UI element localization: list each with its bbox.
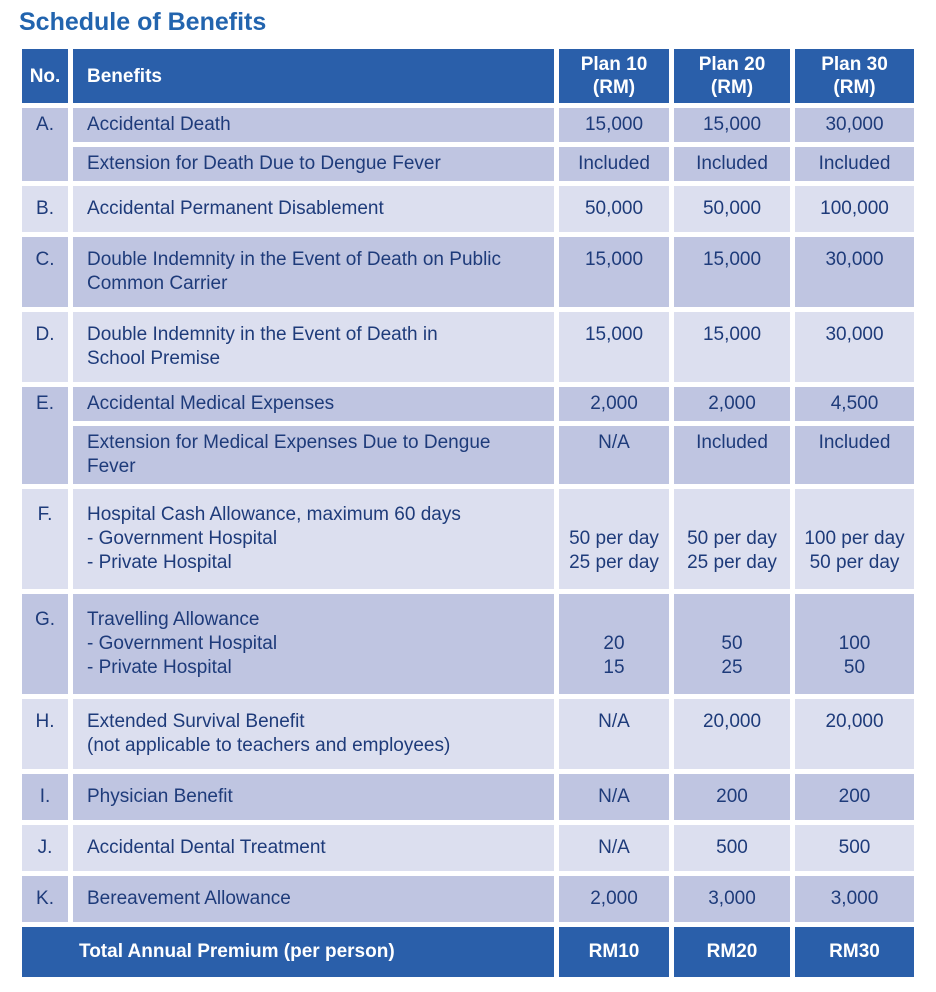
value-cell-k-plan10: 2,000 <box>559 876 669 922</box>
no-cell-d: D. <box>22 312 68 382</box>
benefit-row-k: K. Bereavement Allowance 2,000 3,000 3,000 <box>22 876 914 922</box>
benefit-row-b: B. Accidental Permanent Disablement 50,000… <box>22 186 914 232</box>
total-row: Total Annual Premium (per person) RM10 R… <box>22 927 914 977</box>
value-cell-a-plan10: Included <box>559 147 669 181</box>
value-cell-e-plan20: 2,000 <box>674 387 790 421</box>
value-cell-g-plan20: 50 25 <box>674 594 790 694</box>
total-plan-10: RM10 <box>559 927 669 977</box>
value-cell-i-plan30: 200 <box>795 774 914 820</box>
value-cell-d-plan10: 15,000 <box>559 312 669 382</box>
benefit-row-g: G. Travelling Allowance - Government Hosp… <box>22 594 914 694</box>
benefit-cell-e-1: Accidental Medical Expenses <box>73 387 554 421</box>
total-label: Total Annual Premium (per person) <box>22 927 554 977</box>
page-title: Schedule of Benefits <box>19 8 267 36</box>
total-plan-20: RM20 <box>674 927 790 977</box>
header-no: No. <box>22 49 68 103</box>
benefit-row-f: F. Hospital Cash Allowance, maximum 60 da… <box>22 489 914 589</box>
benefit-cell-h: Extended Survival Benefit (not applicabl… <box>73 699 554 769</box>
no-cell-a: A. <box>22 108 68 181</box>
benefit-row-d: D. Double Indemnity in the Event of Death… <box>22 312 914 382</box>
value-cell-k-plan20: 3,000 <box>674 876 790 922</box>
benefit-row-a-1: A. Accidental Death 15,000 15,000 30,000 <box>22 108 914 181</box>
benefit-cell-g: Travelling Allowance - Government Hospit… <box>73 594 554 694</box>
benefit-cell-b: Accidental Permanent Disablement <box>73 186 554 232</box>
value-cell-a-plan20: Included <box>674 147 790 181</box>
benefit-row-h: H. Extended Survival Benefit (not applica… <box>22 699 914 769</box>
value-cell-a-plan20: 15,000 <box>674 108 790 142</box>
value-cell-b-plan20: 50,000 <box>674 186 790 232</box>
benefit-row-j: J. Accidental Dental Treatment N/A 500 500 <box>22 825 914 871</box>
no-cell-j: J. <box>22 825 68 871</box>
value-cell-j-plan10: N/A <box>559 825 669 871</box>
benefit-cell-d: Double Indemnity in the Event of Death i… <box>73 312 554 382</box>
table-body: A. Accidental Death 15,000 15,000 30,000 Exte… <box>22 108 914 922</box>
benefit-cell-a-1: Accidental Death <box>73 108 554 142</box>
value-cell-a-plan30: 30,000 <box>795 108 914 142</box>
value-cell-e-plan30: 4,500 <box>795 387 914 421</box>
value-cell-g-plan30: 100 50 <box>795 594 914 694</box>
value-cell-j-plan20: 500 <box>674 825 790 871</box>
header-plan-30: Plan 30 (RM) <box>795 49 914 103</box>
table-header: No. Benefits Plan 10 (RM) Plan 20 (RM) P… <box>22 49 914 103</box>
no-cell-k: K. <box>22 876 68 922</box>
value-cell-j-plan30: 500 <box>795 825 914 871</box>
value-cell-c-plan10: 15,000 <box>559 237 669 307</box>
value-cell-b-plan10: 50,000 <box>559 186 669 232</box>
value-cell-e-plan10: 2,000 <box>559 387 669 421</box>
value-cell-d-plan20: 15,000 <box>674 312 790 382</box>
header-plan-20: Plan 20 (RM) <box>674 49 790 103</box>
value-cell-f-plan10: 50 per day 25 per day <box>559 489 669 589</box>
page: Schedule of Benefits No. Benefits Plan 1… <box>17 6 919 982</box>
value-cell-i-plan10: N/A <box>559 774 669 820</box>
benefit-cell-c: Double Indemnity in the Event of Death o… <box>73 237 554 307</box>
no-cell-e: E. <box>22 387 68 484</box>
benefit-row-a-2: Extension for Death Due to Dengue Fever I… <box>22 147 914 181</box>
value-cell-f-plan20: 50 per day 25 per day <box>674 489 790 589</box>
value-cell-d-plan30: 30,000 <box>795 312 914 382</box>
no-cell-b: B. <box>22 186 68 232</box>
benefit-cell-i: Physician Benefit <box>73 774 554 820</box>
value-cell-f-plan30: 100 per day 50 per day <box>795 489 914 589</box>
no-cell-c: C. <box>22 237 68 307</box>
value-cell-c-plan30: 30,000 <box>795 237 914 307</box>
benefit-row-i: I. Physician Benefit N/A 200 200 <box>22 774 914 820</box>
value-cell-i-plan20: 200 <box>674 774 790 820</box>
no-cell-g: G. <box>22 594 68 694</box>
total-plan-30: RM30 <box>795 927 914 977</box>
benefit-cell-j: Accidental Dental Treatment <box>73 825 554 871</box>
table-footer: Total Annual Premium (per person) RM10 R… <box>22 927 914 977</box>
value-cell-b-plan30: 100,000 <box>795 186 914 232</box>
benefit-cell-k: Bereavement Allowance <box>73 876 554 922</box>
value-cell-e-plan20: Included <box>674 426 790 484</box>
no-cell-i: I. <box>22 774 68 820</box>
benefit-cell-e-2: Extension for Medical Expenses Due to De… <box>73 426 554 484</box>
benefit-row-c: C. Double Indemnity in the Event of Death… <box>22 237 914 307</box>
value-cell-g-plan10: 20 15 <box>559 594 669 694</box>
value-cell-h-plan20: 20,000 <box>674 699 790 769</box>
header-benefits: Benefits <box>73 49 554 103</box>
value-cell-a-plan30: Included <box>795 147 914 181</box>
benefit-cell-f: Hospital Cash Allowance, maximum 60 days… <box>73 489 554 589</box>
benefit-cell-a-2: Extension for Death Due to Dengue Fever <box>73 147 554 181</box>
value-cell-c-plan20: 15,000 <box>674 237 790 307</box>
value-cell-e-plan10: N/A <box>559 426 669 484</box>
value-cell-h-plan10: N/A <box>559 699 669 769</box>
no-cell-h: H. <box>22 699 68 769</box>
benefit-row-e-2: Extension for Medical Expenses Due to De… <box>22 426 914 484</box>
value-cell-e-plan30: Included <box>795 426 914 484</box>
value-cell-k-plan30: 3,000 <box>795 876 914 922</box>
no-cell-f: F. <box>22 489 68 589</box>
value-cell-a-plan10: 15,000 <box>559 108 669 142</box>
value-cell-h-plan30: 20,000 <box>795 699 914 769</box>
benefits-table: No. Benefits Plan 10 (RM) Plan 20 (RM) P… <box>17 44 919 982</box>
benefit-row-e-1: E. Accidental Medical Expenses 2,000 2,000 4… <box>22 387 914 484</box>
header-row: No. Benefits Plan 10 (RM) Plan 20 (RM) P… <box>22 49 914 103</box>
header-plan-10: Plan 10 (RM) <box>559 49 669 103</box>
